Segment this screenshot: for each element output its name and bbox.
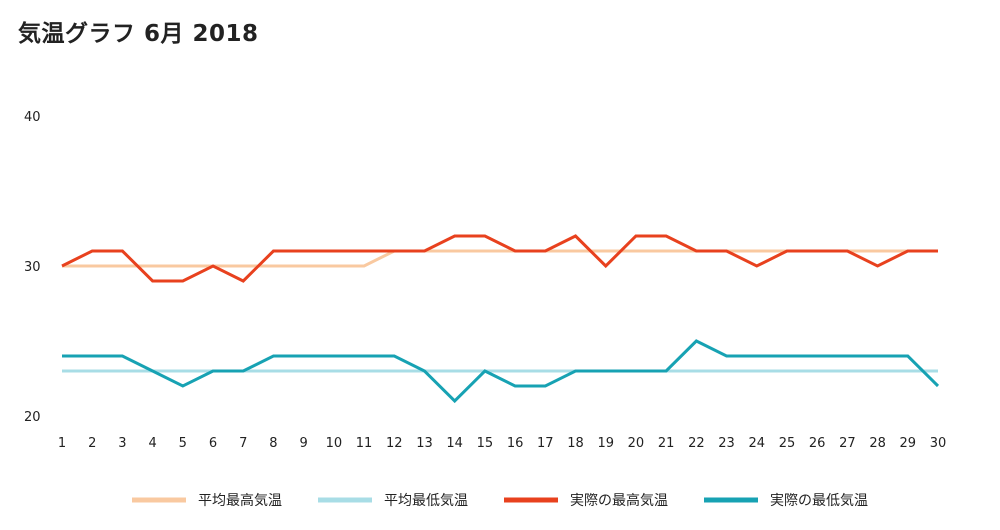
x-tick-label: 13 <box>416 436 433 451</box>
x-tick-label: 21 <box>658 436 675 451</box>
series-line-0 <box>62 249 938 268</box>
x-tick-label: 6 <box>209 436 217 451</box>
x-tick-label: 19 <box>597 436 614 451</box>
x-tick-label: 27 <box>839 436 856 451</box>
x-tick-label: 14 <box>446 436 463 451</box>
x-tick-label: 16 <box>507 436 524 451</box>
x-tick-label: 2 <box>88 436 96 451</box>
x-tick-label: 17 <box>537 436 554 451</box>
series-line-3 <box>62 339 940 404</box>
y-tick-label: 30 <box>24 260 41 275</box>
x-tick-label: 22 <box>688 436 705 451</box>
x-tick-label: 4 <box>148 436 156 451</box>
x-tick-label: 12 <box>386 436 403 451</box>
x-tick-label: 23 <box>718 436 735 451</box>
x-tick-label: 26 <box>809 436 826 451</box>
legend-label: 実際の最高気温 <box>570 492 668 509</box>
x-tick-label: 28 <box>869 436 886 451</box>
x-tick-label: 5 <box>179 436 187 451</box>
legend-label: 実際の最低気温 <box>770 493 868 509</box>
plot-area <box>61 234 940 404</box>
legend: 平均最高気温 平均最低気温 実際の最高気温 実際の最低気温 <box>132 492 868 509</box>
x-tick-label: 1 <box>58 436 66 451</box>
y-tick-label: 40 <box>24 110 41 125</box>
y-axis: 20 30 40 <box>24 110 41 425</box>
series-line-2 <box>61 234 938 283</box>
x-tick-label: 18 <box>567 436 584 451</box>
legend-label: 平均最低気温 <box>384 493 468 509</box>
x-tick-label: 10 <box>326 436 343 451</box>
legend-item-1: 平均最低気温 <box>318 493 468 509</box>
x-tick-label: 3 <box>118 436 126 451</box>
x-tick-label: 11 <box>356 436 373 451</box>
x-tick-label: 30 <box>930 436 947 451</box>
x-tick-label: 29 <box>900 436 917 451</box>
x-tick-label: 20 <box>628 436 645 451</box>
legend-item-0: 平均最高気温 <box>132 492 282 509</box>
chart-title: 気温グラフ 6月 2018 <box>18 21 259 47</box>
x-tick-label: 25 <box>779 436 796 451</box>
y-tick-label: 20 <box>24 410 41 425</box>
x-tick-label: 8 <box>269 436 277 451</box>
legend-item-3: 実際の最低気温 <box>704 493 868 509</box>
x-tick-label: 15 <box>477 436 494 451</box>
legend-item-2: 実際の最高気温 <box>504 492 668 509</box>
legend-label: 平均最高気温 <box>198 492 282 509</box>
x-tick-label: 24 <box>748 436 765 451</box>
x-axis: 1 2 3 4 5 6 7 8 9 10 11 12 13 14 15 16 17 18 19 20 21 22 23 24 2… <box>58 436 946 451</box>
x-tick-label: 7 <box>239 436 247 451</box>
x-tick-label: 9 <box>300 436 308 451</box>
